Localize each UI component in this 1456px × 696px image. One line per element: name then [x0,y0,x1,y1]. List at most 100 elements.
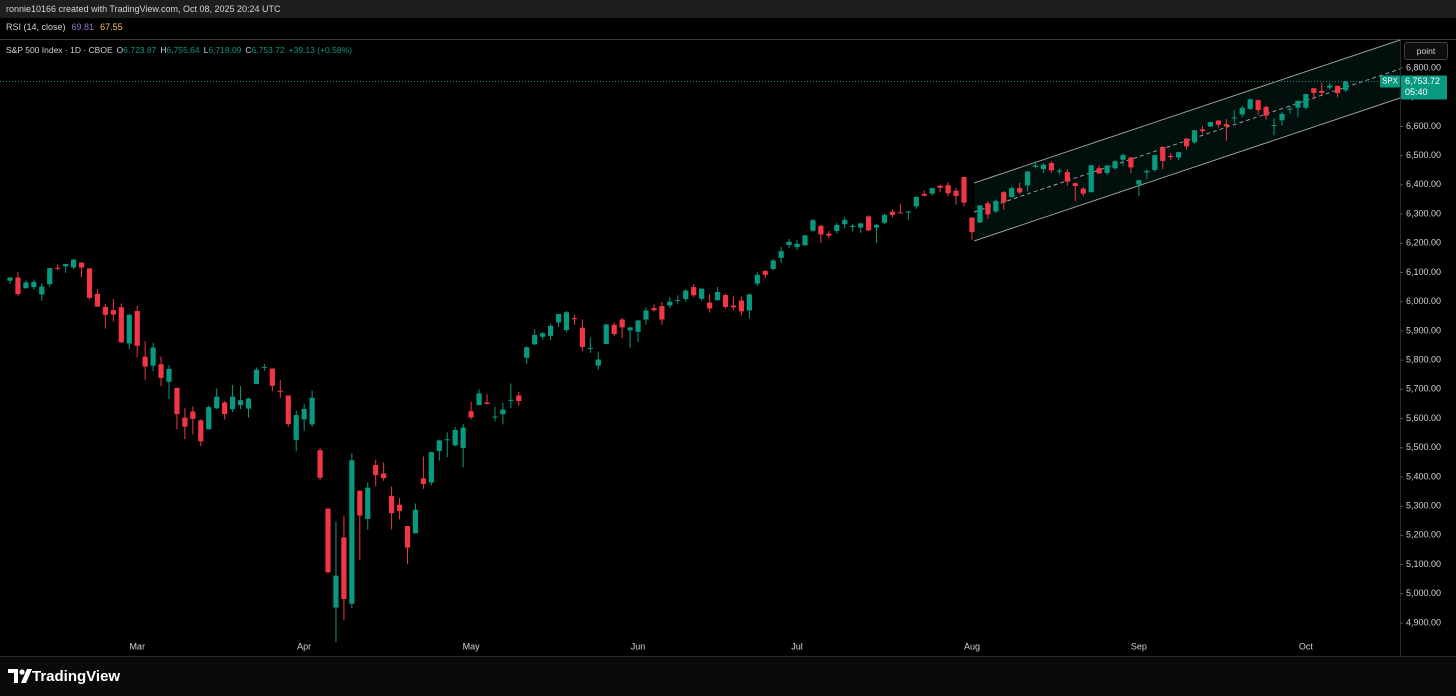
candle-body [245,398,252,409]
candle-body [1311,88,1317,93]
attribution: ronnie10166 created with TradingView.com… [6,4,281,14]
candle-body [1048,162,1055,171]
candle-body [230,396,236,410]
symbol-title: S&P 500 Index · 1D · CBOE [6,45,113,55]
candle-body [71,259,77,268]
candle-body [977,205,983,223]
scale-button[interactable]: point [1404,42,1448,60]
candle-body [1009,188,1015,198]
candle-body [1096,168,1102,174]
rsi-label: RSI (14, close) [6,22,66,32]
candle-body [651,308,657,311]
candle-body [945,185,951,194]
candle-body [921,193,927,196]
ohlc-value: 6,718.09 [208,45,242,55]
brand: TradingView [32,668,121,685]
candle-body [150,347,156,366]
candle-body [969,217,975,233]
candle-body [309,397,315,425]
candle-body [810,220,816,231]
y-tick-label: 5,600.00 [1406,413,1441,423]
channel-lower [973,97,1401,242]
candle-body [23,282,29,289]
candle-body [985,203,991,215]
candle-body [516,395,522,402]
candle-body [826,233,832,236]
candle-body [691,287,697,296]
candle-body [548,325,554,336]
y-tick-label: 5,000.00 [1406,588,1441,598]
candle-body [1088,165,1094,193]
candle-body [1120,155,1126,160]
candle-body [277,390,283,392]
candle-body [1287,108,1293,110]
candle-body [1152,155,1158,170]
candle-body [913,196,919,207]
candle-body [603,324,609,345]
candle-body [1032,165,1039,167]
candle-body [142,356,148,367]
candle-body [1136,180,1142,185]
candle-body [206,407,212,430]
candle-body [373,464,379,476]
candle-body [873,224,880,228]
y-tick-label: 6,500.00 [1406,150,1441,160]
y-tick-label: 5,400.00 [1406,471,1441,481]
candle-body [707,302,713,309]
x-tick-label: Aug [964,641,980,651]
candle-body [858,223,864,228]
y-tick-label: 6,400.00 [1406,179,1441,189]
candle-body [317,450,323,478]
candle-body [381,473,387,479]
candle-body [396,504,403,512]
x-tick-label: Jun [631,641,646,651]
candle-body [993,200,999,212]
candle-body [571,318,578,320]
candle-body [722,294,729,307]
x-tick-label: Apr [297,641,311,651]
candle-body [484,402,490,404]
footer: TradingView [0,657,1456,696]
candle-body [579,327,585,347]
y-tick-label: 5,900.00 [1406,325,1441,335]
candle-body [675,299,681,301]
candle-body [174,387,180,415]
candle-body [1025,171,1031,186]
candle-body [333,575,339,608]
candle-body [285,395,291,425]
ohlc-key: H [160,45,167,55]
candle-body [738,300,744,312]
candle-body [1040,164,1047,170]
candle-body [818,225,824,235]
candle-body [619,319,625,328]
y-tick-label: 6,000.00 [1406,296,1441,306]
candle-body [1080,188,1086,194]
y-tick-label: 6,200.00 [1406,238,1441,248]
candle-body [524,347,530,358]
candle-body [39,286,45,295]
candle-body [500,409,506,415]
candle-body [301,408,307,420]
candle-body [1247,99,1253,109]
candle-body [365,487,371,520]
y-tick-label: 5,800.00 [1406,354,1441,364]
rsi-legend: RSI (14, close) 69.81 67.55 [6,20,129,34]
candle-body [842,219,848,225]
candle-body [253,369,260,385]
candle-body [460,427,466,449]
candle-body [730,305,737,308]
candle-body [412,509,419,534]
candle-body [635,320,641,332]
ohlc-key: C [245,45,252,55]
candle-body [452,429,458,446]
candle-body [222,402,228,415]
candle-body [31,281,37,288]
y-tick-label: 5,200.00 [1406,530,1441,540]
y-tick-label: 4,900.00 [1406,617,1441,627]
y-tick-label: 5,100.00 [1406,559,1441,569]
candle-body [1263,106,1269,116]
candle-body [683,290,689,300]
x-tick-label: Sep [1131,641,1147,651]
candle-body [404,526,411,548]
